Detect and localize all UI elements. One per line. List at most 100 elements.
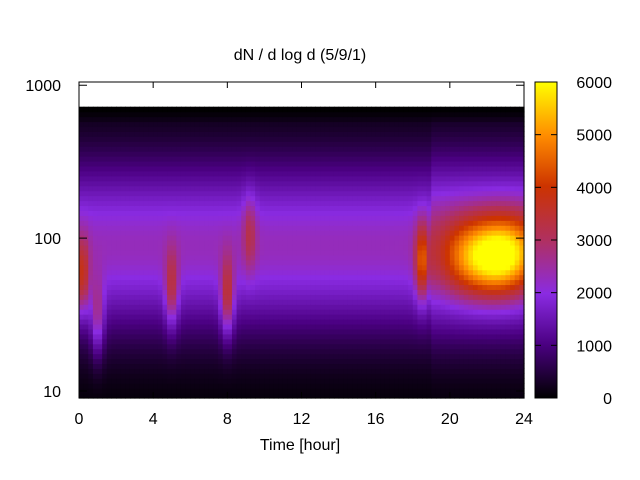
heatmap-cell <box>287 348 293 355</box>
heatmap-cell <box>431 264 437 271</box>
heatmap-cell <box>227 338 233 345</box>
heatmap-cell <box>157 274 164 281</box>
heatmap-cell <box>245 220 252 226</box>
heatmap-cell <box>459 235 465 241</box>
heatmap-cell <box>380 323 386 330</box>
heatmap-cell <box>129 210 136 216</box>
heatmap-cell <box>347 274 354 281</box>
heatmap-cell <box>204 289 210 295</box>
heatmap-cell <box>398 274 405 281</box>
heatmap-cell <box>435 195 442 202</box>
heatmap-cell <box>315 175 321 182</box>
heatmap-cell <box>143 299 150 305</box>
heatmap-cell <box>250 141 256 147</box>
heatmap-cell <box>241 259 247 266</box>
heatmap-cell <box>83 111 89 118</box>
heatmap-cell <box>278 323 284 330</box>
heatmap-cell <box>343 279 349 286</box>
heatmap-cell <box>343 146 349 152</box>
heatmap-cell <box>241 264 247 271</box>
heatmap-cell <box>213 244 219 251</box>
heatmap-cell <box>422 274 428 281</box>
heatmap-cell <box>236 314 242 320</box>
heatmap-cell <box>97 348 103 355</box>
heatmap-cell <box>417 363 423 369</box>
heatmap-cell <box>218 294 224 300</box>
heatmap-cell <box>431 328 437 335</box>
heatmap-cell <box>306 368 312 374</box>
heatmap-cell <box>449 279 456 286</box>
heatmap-cell <box>227 343 233 350</box>
heatmap-cell <box>468 264 474 271</box>
heatmap-cell <box>190 284 196 290</box>
heatmap-cell <box>213 240 219 246</box>
heatmap-cell <box>213 225 219 231</box>
heatmap-cell <box>102 146 108 152</box>
heatmap-cell <box>310 363 317 369</box>
heatmap-cell <box>143 328 150 335</box>
heatmap-cell <box>204 131 210 137</box>
heatmap-cell <box>106 333 113 340</box>
heatmap-cell <box>445 161 451 167</box>
heatmap-cell <box>199 254 205 261</box>
heatmap-cell <box>389 284 395 290</box>
heatmap-cell <box>111 121 117 128</box>
heatmap-cell <box>204 240 210 246</box>
heatmap-cell <box>431 165 437 172</box>
heatmap-cell <box>333 131 340 137</box>
heatmap-cell <box>116 343 122 350</box>
heatmap-cell <box>167 259 173 266</box>
heatmap-cell <box>366 254 372 261</box>
heatmap-cell <box>371 314 377 320</box>
heatmap-cell <box>357 185 363 192</box>
heatmap-cell <box>269 249 275 256</box>
heatmap-cell <box>315 358 321 365</box>
heatmap-cell <box>301 195 307 202</box>
heatmap-cell <box>389 378 395 384</box>
heatmap-cell <box>352 165 358 172</box>
heatmap-cell <box>463 363 469 369</box>
heatmap-cell <box>329 249 335 256</box>
heatmap-cell <box>296 289 303 295</box>
heatmap-cell <box>171 289 177 295</box>
heatmap-cell <box>301 323 307 330</box>
heatmap-cell <box>241 116 247 123</box>
heatmap-cell <box>403 175 409 182</box>
heatmap-cell <box>417 274 423 281</box>
heatmap-cell <box>315 141 321 147</box>
heatmap-cell <box>250 388 256 394</box>
heatmap-cell <box>194 190 201 197</box>
heatmap-cell <box>180 319 187 325</box>
heatmap-cell <box>435 230 442 236</box>
heatmap-cell <box>417 230 423 236</box>
heatmap-cell <box>250 136 256 142</box>
heatmap-cell <box>97 136 103 142</box>
heatmap-cell <box>157 185 164 192</box>
heatmap-cell <box>79 338 85 345</box>
heatmap-cell <box>287 195 293 202</box>
heatmap-cell <box>333 215 340 221</box>
heatmap-cell <box>194 205 201 211</box>
heatmap-cell <box>301 235 307 241</box>
heatmap-cell <box>296 348 303 355</box>
heatmap-cell <box>287 269 293 276</box>
heatmap-cell <box>426 131 432 137</box>
heatmap-cell <box>157 235 164 241</box>
heatmap-cell <box>255 244 261 251</box>
heatmap-cell <box>468 215 474 221</box>
heatmap-cell <box>357 284 363 290</box>
heatmap-cell <box>79 170 85 177</box>
heatmap-cell <box>352 368 358 374</box>
heatmap-cell <box>236 215 242 221</box>
heatmap-cell <box>241 235 247 241</box>
heatmap-cell <box>459 230 465 236</box>
heatmap-cell <box>343 225 349 231</box>
heatmap-cell <box>79 230 85 236</box>
heatmap-cell <box>134 175 140 182</box>
heatmap-cell <box>129 190 136 197</box>
heatmap-cell <box>97 240 103 246</box>
heatmap-cell <box>245 131 252 137</box>
heatmap-cell <box>88 131 94 137</box>
heatmap-cell <box>180 254 187 261</box>
heatmap-cell <box>380 215 386 221</box>
